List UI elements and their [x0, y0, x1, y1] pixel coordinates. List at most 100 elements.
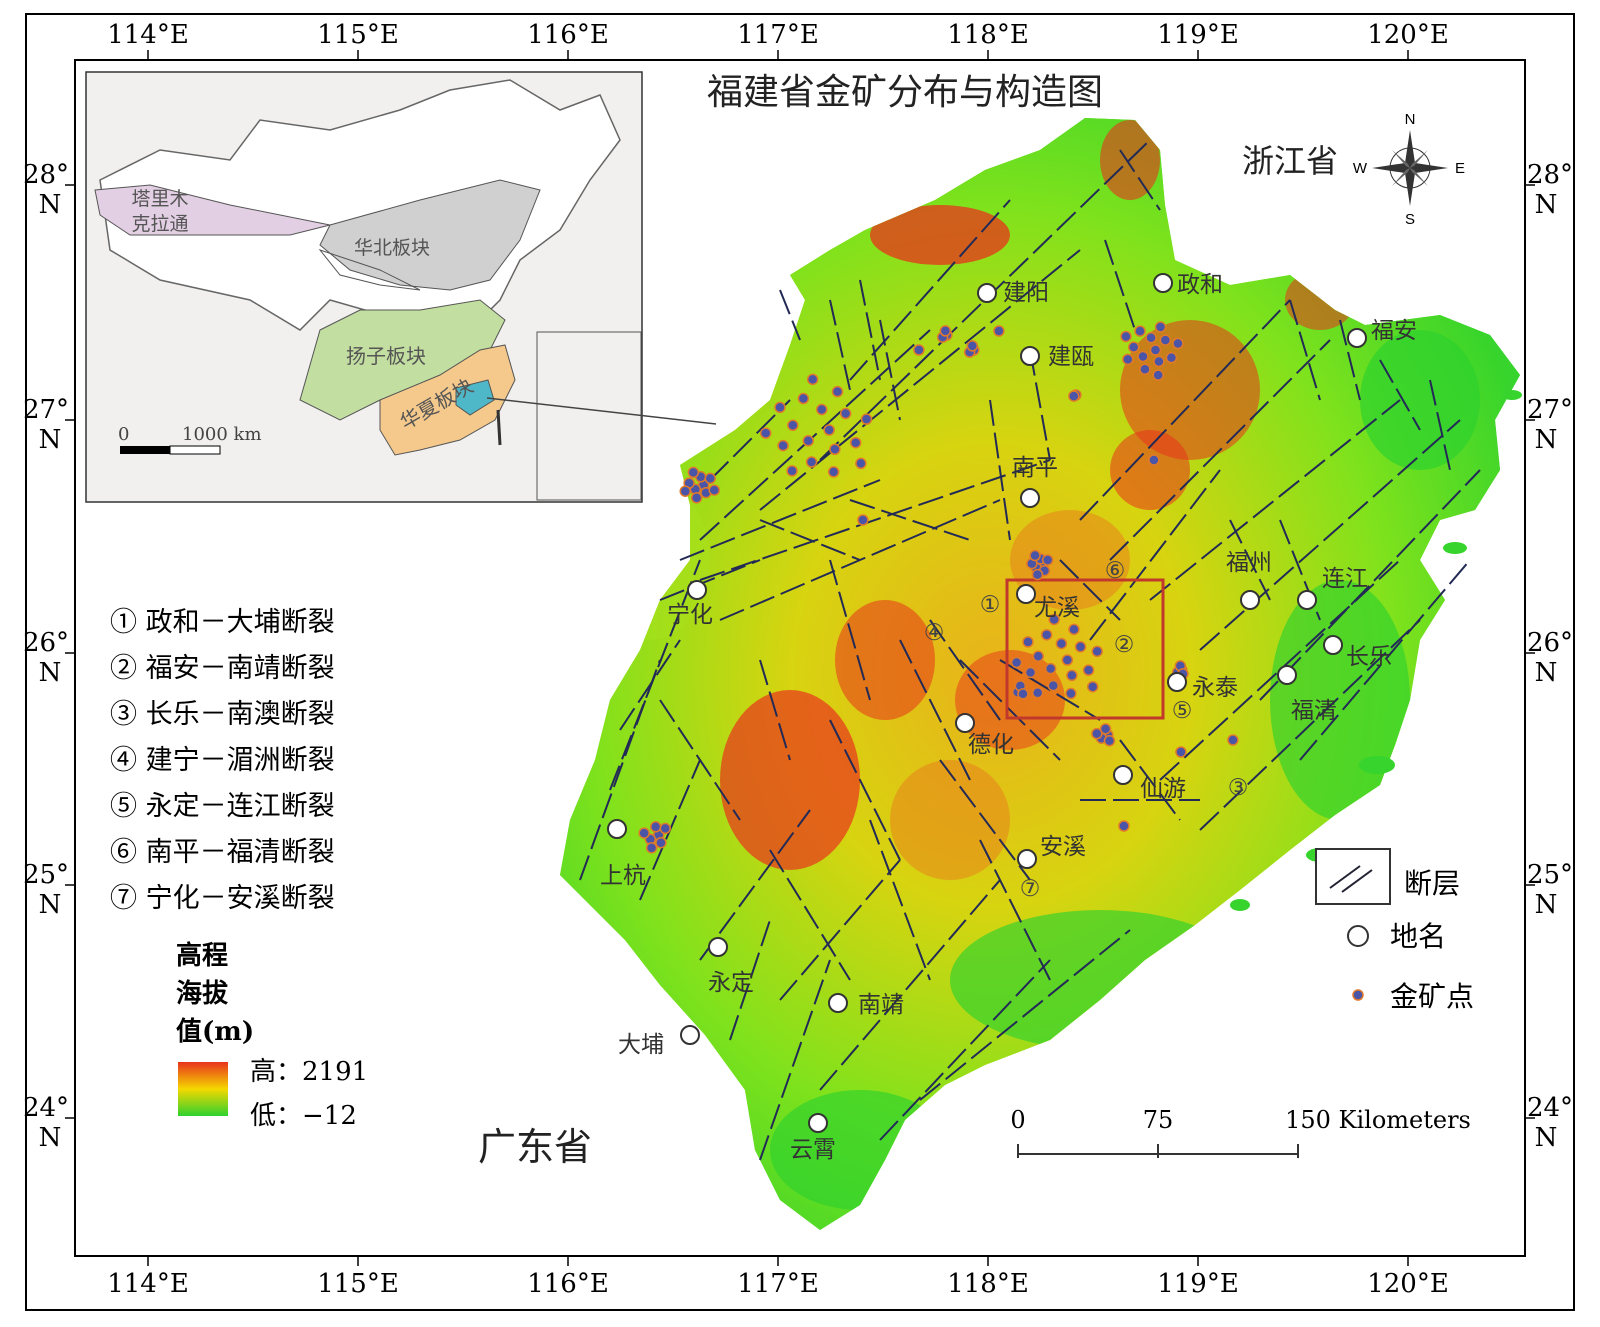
- fault-legend-item: ⑦ 宁化－安溪断裂: [110, 883, 335, 914]
- outer-frame: [25, 13, 1575, 1311]
- fault-number: ⑦: [1020, 876, 1041, 902]
- fault-segment: [929, 619, 1001, 721]
- fault-legend-item: ④ 建宁－湄洲断裂: [110, 745, 335, 776]
- place-marker: [1020, 488, 1040, 508]
- place-marker: [1347, 328, 1367, 348]
- fault-segment: [1149, 399, 1401, 601]
- fault-segment: [699, 809, 811, 961]
- inset-map: 塔里木 克拉通 华北板块 扬子板块 华夏板块 0 1000 km: [85, 71, 717, 503]
- place-label: 南平: [1012, 455, 1058, 481]
- fault-segment: [659, 559, 761, 601]
- fault-segment: [709, 399, 791, 481]
- place-label: 建瓯: [1048, 344, 1094, 370]
- gold-deposit: [1148, 454, 1160, 466]
- gold-deposit: [1154, 321, 1167, 333]
- gold-deposit: [1103, 735, 1116, 747]
- fault-segment: [699, 459, 1051, 581]
- gold-deposit: [823, 424, 835, 436]
- fault-segment: [1289, 299, 1321, 401]
- place-marker: [1017, 849, 1037, 869]
- place-marker: [977, 283, 997, 303]
- zhejiang-label: 浙江省: [1242, 142, 1338, 180]
- bottom-tick-label: 115°E: [317, 1269, 399, 1299]
- top-tick-label: 120°E: [1367, 20, 1449, 50]
- fault-symbol-box: [1315, 848, 1391, 905]
- fault-segment: [1339, 319, 1361, 401]
- fault-segment: [1079, 299, 1291, 521]
- scale-zero: 0: [1010, 1106, 1025, 1134]
- gold-deposit: [1061, 654, 1074, 666]
- gold-deposit: [655, 836, 667, 849]
- bottom-longitude-labels: 114°E 115°E 116°E 117°E 118°E 119°E 120°E: [107, 1269, 1449, 1299]
- place-marker: [808, 1113, 828, 1133]
- top-tick-label: 116°E: [527, 20, 609, 50]
- gold-deposit: [787, 419, 799, 432]
- gold-deposit: [690, 492, 703, 504]
- place-symbol: [1347, 925, 1369, 947]
- elev-title-3: 值(m): [176, 1017, 254, 1047]
- left-tick-deg: 27°: [23, 395, 69, 425]
- gold-deposit: [1040, 629, 1053, 641]
- inset-tarim-2: 克拉通: [131, 213, 188, 235]
- elevation-legend: 高程 海拔 值(m) 高：2191 低：−12: [176, 940, 368, 1131]
- fault-segment: [1029, 349, 1051, 461]
- top-tick-label: 114°E: [107, 20, 189, 50]
- fujian-highlight: [455, 379, 495, 416]
- place-marker: [1113, 765, 1133, 785]
- gold-deposit: [1048, 613, 1060, 626]
- gold-deposit: [1041, 554, 1054, 566]
- place-marker: [1240, 590, 1260, 610]
- fault-segment: [1199, 619, 1421, 831]
- scale-end: 150 Kilometers: [1285, 1106, 1471, 1134]
- gold-deposit: [774, 401, 786, 414]
- gold-deposit: [645, 842, 658, 854]
- fault-segment: [779, 859, 901, 1001]
- fault-segment: [1159, 559, 1401, 781]
- gold-deposit: [1165, 351, 1178, 364]
- cathaysia-plate: [379, 344, 516, 456]
- gold-deposit: [1029, 549, 1041, 562]
- place-label: 建阳: [1003, 280, 1049, 306]
- fault-segment: [819, 139, 1151, 461]
- guangdong-label: 广东省: [478, 1125, 592, 1169]
- bottom-tick-label: 114°E: [107, 1269, 189, 1299]
- place-label: 大埔: [618, 1032, 664, 1058]
- gold-deposit: [1086, 680, 1099, 693]
- gold-deposit: [1022, 636, 1034, 648]
- gold-deposit: [786, 465, 798, 477]
- fault-segment: [579, 659, 661, 881]
- gold-deposit: [857, 514, 869, 526]
- place-marker: [1167, 672, 1187, 692]
- right-tick-deg: 26°: [1527, 628, 1573, 658]
- compass-w: W: [1353, 160, 1368, 177]
- place-label: 宁化: [667, 602, 713, 628]
- fault-number-labels: ① ② ③ ④ ⑤ ⑥ ⑦: [924, 558, 1249, 902]
- fault-segment: [879, 319, 901, 421]
- place-label: 尤溪: [1034, 595, 1080, 621]
- fault-segment: [899, 639, 971, 781]
- fault-legend-item: ⑤ 永定－连江断裂: [110, 791, 335, 822]
- gold-deposit: [855, 457, 867, 470]
- gold-deposit: [659, 822, 672, 835]
- elev-low: 低：−12: [250, 1101, 357, 1131]
- scale-mid: 75: [1143, 1106, 1174, 1134]
- elevation-ramp: [178, 1062, 228, 1116]
- gold-deposit: [679, 485, 691, 497]
- gold-deposit: [1091, 645, 1103, 658]
- bottom-tick-label: 117°E: [737, 1269, 819, 1299]
- gold-deposit: [1120, 330, 1132, 343]
- right-tick-deg: 28°: [1527, 160, 1573, 190]
- gold-deposit: [1122, 353, 1134, 366]
- place-marker: [1277, 665, 1297, 685]
- graticule-ticks: [65, 50, 1535, 1266]
- gold-deposit: [860, 413, 873, 425]
- gold-deposit: [1031, 568, 1044, 581]
- gold-deposit: [1227, 734, 1239, 746]
- fault-segment: [829, 559, 871, 701]
- fault-segment: [1199, 419, 1461, 651]
- fault-segment: [829, 299, 851, 391]
- fault-segment: [699, 329, 931, 541]
- fault-legend-item: ② 福安－南靖断裂: [110, 653, 335, 684]
- fault-segment: [1259, 469, 1481, 701]
- gold-deposit: [827, 466, 840, 478]
